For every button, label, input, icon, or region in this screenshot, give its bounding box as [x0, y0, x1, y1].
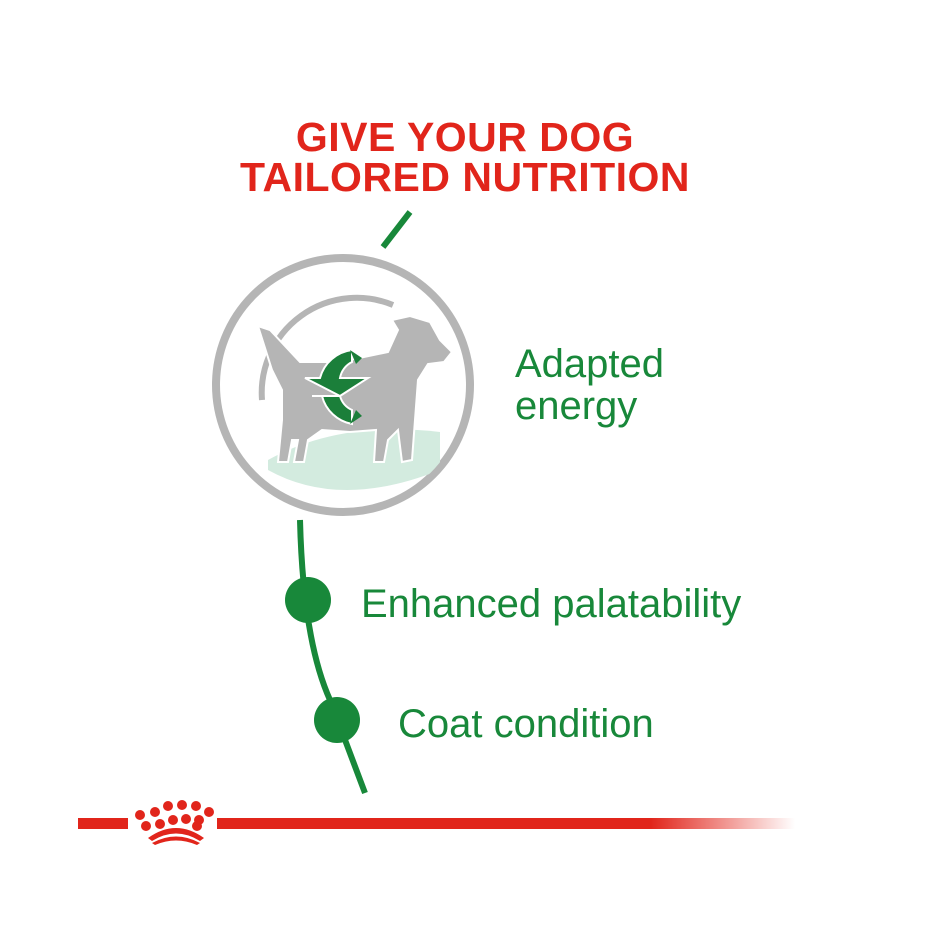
headline-line2: TAILORED NUTRITION — [239, 154, 691, 200]
feature-label-line1: Adapted — [515, 342, 665, 386]
feature-dot-icon — [285, 577, 331, 623]
footer-line-left — [78, 818, 128, 829]
timeline-line — [297, 519, 368, 795]
feature-coat-condition: Coat condition — [398, 702, 654, 746]
dog-energy-icon — [212, 254, 474, 516]
timeline-top-segment — [380, 210, 413, 249]
feature-dot-icon — [314, 697, 360, 743]
feature-label-line2: energy — [515, 384, 638, 428]
headline-line1: GIVE YOUR DOG — [295, 114, 635, 160]
feature-adapted-energy: Adapted energy — [515, 343, 664, 427]
royal-canin-crown-icon — [135, 800, 214, 845]
footer-line-right — [217, 818, 795, 829]
feature-enhanced-palatability: Enhanced palatability — [361, 582, 742, 626]
